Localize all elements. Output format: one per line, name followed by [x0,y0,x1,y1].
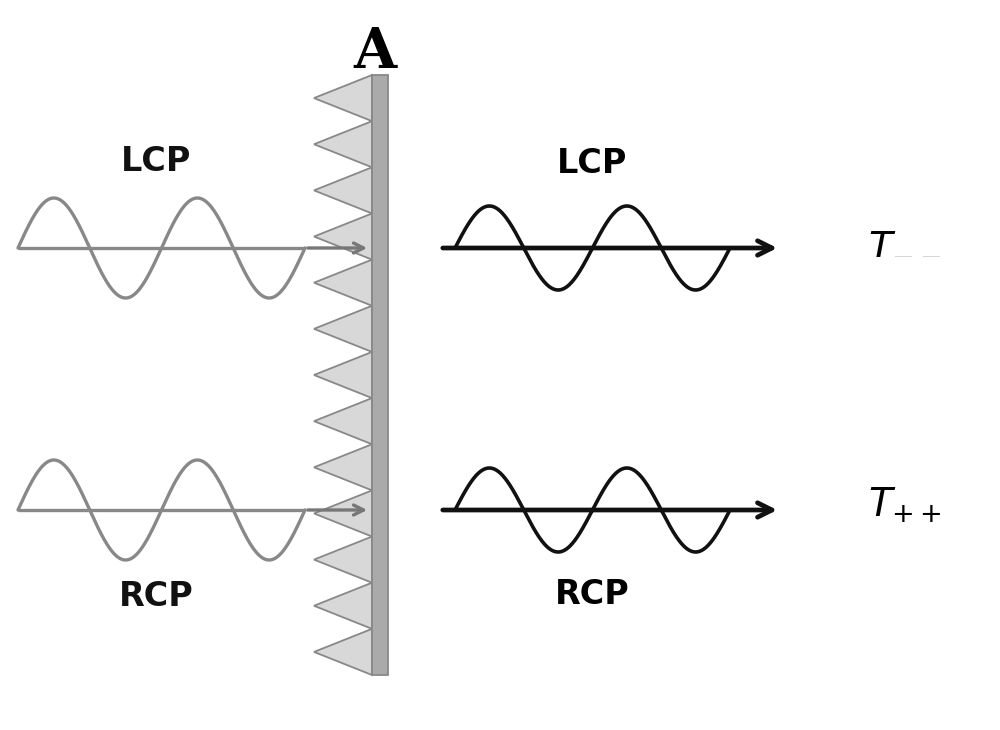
Text: LCP: LCP [557,147,628,180]
Polygon shape [314,75,372,121]
Polygon shape [314,306,372,352]
Polygon shape [314,260,372,306]
Polygon shape [314,491,372,537]
Text: LCP: LCP [121,145,191,178]
Polygon shape [314,445,372,491]
Polygon shape [314,629,372,675]
Polygon shape [314,121,372,167]
Text: $T_{--}$: $T_{--}$ [868,225,942,261]
Text: RCP: RCP [118,580,193,613]
Text: RCP: RCP [555,578,630,611]
Text: $T_{++}$: $T_{++}$ [868,485,942,525]
Polygon shape [314,167,372,213]
Polygon shape [314,537,372,583]
Polygon shape [314,352,372,398]
Text: A: A [353,25,397,80]
Polygon shape [314,398,372,445]
Bar [372,75,388,675]
Polygon shape [314,213,372,260]
Polygon shape [314,583,372,629]
